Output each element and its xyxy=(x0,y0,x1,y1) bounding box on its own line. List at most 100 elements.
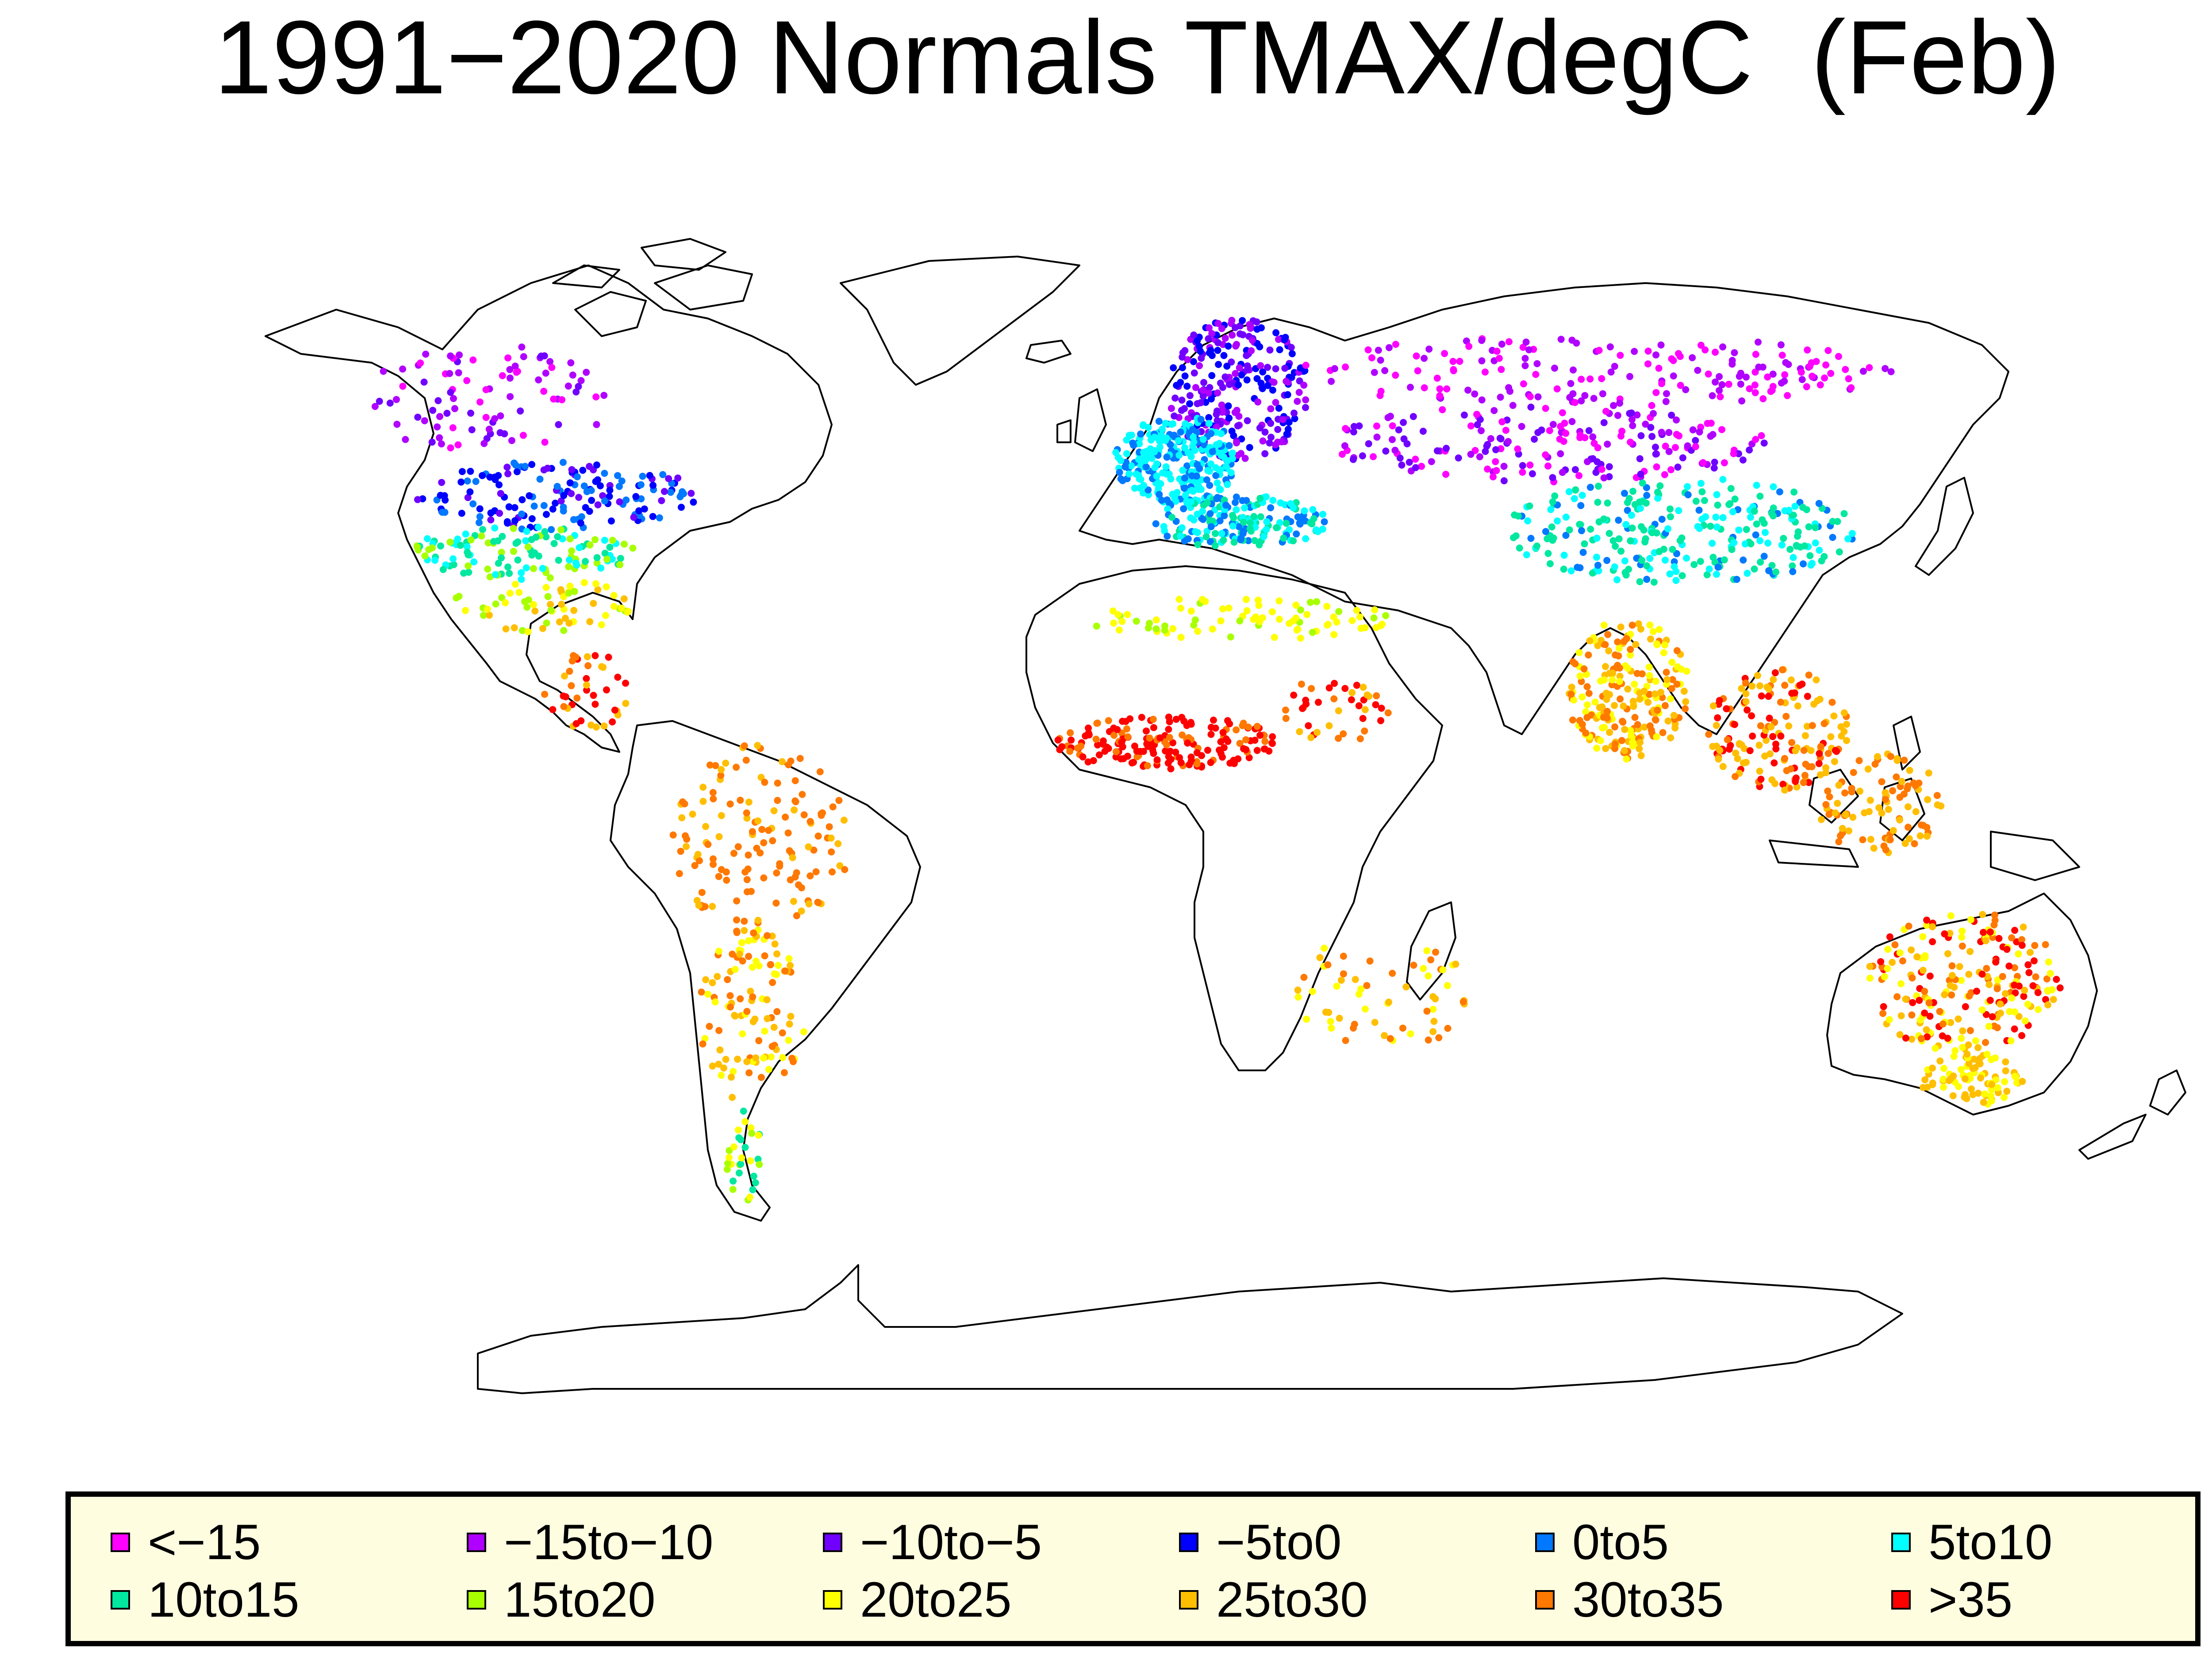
station-dot xyxy=(1211,542,1219,549)
station-dot xyxy=(1547,560,1554,567)
station-dot xyxy=(1647,424,1655,431)
station-dot xyxy=(1602,663,1609,670)
station-dot xyxy=(1743,706,1751,714)
station-dot xyxy=(1683,554,1690,562)
station-dot xyxy=(583,675,590,682)
station-dot xyxy=(512,581,519,588)
station-dot xyxy=(532,533,540,541)
station-dot xyxy=(1117,457,1125,464)
station-dot xyxy=(1352,976,1359,983)
station-dot xyxy=(1781,682,1789,689)
station-dot xyxy=(1916,997,1923,1004)
station-dot xyxy=(1830,712,1838,720)
station-dot xyxy=(1683,667,1690,675)
station-dot xyxy=(1238,371,1245,379)
station-dot xyxy=(1829,534,1836,541)
station-dot xyxy=(1709,702,1717,709)
station-dot xyxy=(2032,973,2039,981)
station-dot xyxy=(1803,723,1811,730)
station-dot xyxy=(1291,415,1298,422)
station-dot xyxy=(1162,463,1170,471)
station-dot xyxy=(1581,392,1589,399)
station-dot xyxy=(779,1029,786,1037)
station-dot xyxy=(1222,463,1230,470)
station-dot xyxy=(1631,680,1638,688)
station-dot xyxy=(1241,504,1248,512)
station-dot xyxy=(1230,432,1237,439)
station-dot xyxy=(463,377,471,384)
station-dot xyxy=(1849,813,1857,821)
station-dot xyxy=(1216,485,1223,493)
station-dot xyxy=(1297,634,1304,642)
station-dot xyxy=(1650,579,1658,586)
station-dot xyxy=(775,962,782,969)
station-dot xyxy=(2045,958,2052,966)
station-dot xyxy=(745,798,753,806)
station-dot xyxy=(1602,690,1610,697)
station-dot xyxy=(787,1012,795,1020)
station-dot xyxy=(629,544,637,552)
station-dot xyxy=(702,823,710,830)
legend-label: 25to30 xyxy=(1216,1572,1368,1627)
station-dot xyxy=(1418,463,1425,470)
station-dot xyxy=(1731,349,1738,356)
station-dot xyxy=(591,536,599,544)
station-dot xyxy=(446,370,453,377)
station-dot xyxy=(1186,400,1194,407)
station-dot xyxy=(1586,483,1594,491)
station-dot xyxy=(1944,950,1951,958)
station-dot xyxy=(1208,395,1215,402)
station-dot xyxy=(1899,957,1906,965)
station-dot xyxy=(1257,513,1264,521)
station-dot xyxy=(774,779,781,787)
station-dot xyxy=(1533,360,1541,368)
arctic-islands-outline xyxy=(552,238,753,337)
station-dot xyxy=(1569,658,1577,666)
station-dot xyxy=(1583,683,1591,690)
station-dot xyxy=(1261,738,1269,745)
station-dot xyxy=(786,1020,793,1028)
station-dot xyxy=(1882,365,1889,372)
station-dot xyxy=(1328,378,1335,385)
station-dot xyxy=(1219,383,1226,391)
station-dot xyxy=(1216,746,1223,754)
station-dot xyxy=(1840,510,1848,518)
station-dot xyxy=(1616,672,1624,680)
station-dot xyxy=(482,414,490,421)
station-dot xyxy=(1825,811,1833,818)
station-dot xyxy=(1355,702,1363,709)
station-dot xyxy=(1692,498,1700,505)
station-dot xyxy=(1206,538,1214,545)
legend: <−15 −15to−10 −10to−5 −5to0 0to5 5to10 10to15 1… xyxy=(65,1491,2200,1646)
station-dot xyxy=(548,364,556,371)
station-dot xyxy=(1297,606,1304,614)
station-dot xyxy=(1239,331,1247,338)
station-dot xyxy=(443,410,451,417)
station-dot xyxy=(1386,413,1394,420)
station-dot xyxy=(1631,348,1638,355)
station-dot xyxy=(1881,973,1888,981)
station-dot xyxy=(1867,836,1874,843)
station-dot xyxy=(1986,997,1994,1004)
station-dot xyxy=(1239,497,1246,504)
station-dot xyxy=(541,528,549,535)
station-dot xyxy=(676,870,683,878)
station-dot xyxy=(1463,337,1470,345)
station-dot xyxy=(446,538,454,546)
station-dot xyxy=(1983,965,1990,972)
station-dot xyxy=(1243,352,1250,359)
station-dot xyxy=(2006,1008,2013,1015)
station-dot xyxy=(1760,552,1768,560)
station-dot xyxy=(1597,677,1604,685)
station-dot xyxy=(2011,1025,2018,1033)
station-dot xyxy=(1654,488,1661,496)
legend-label: −5to0 xyxy=(1216,1514,1342,1570)
station-dot xyxy=(665,475,672,483)
station-dot xyxy=(1751,381,1759,389)
station-dot xyxy=(447,352,454,360)
station-dot xyxy=(1997,1000,2004,1008)
station-dot xyxy=(499,372,506,380)
station-dot xyxy=(1340,970,1347,978)
station-dot xyxy=(618,604,625,612)
station-dot xyxy=(1918,1035,1925,1043)
